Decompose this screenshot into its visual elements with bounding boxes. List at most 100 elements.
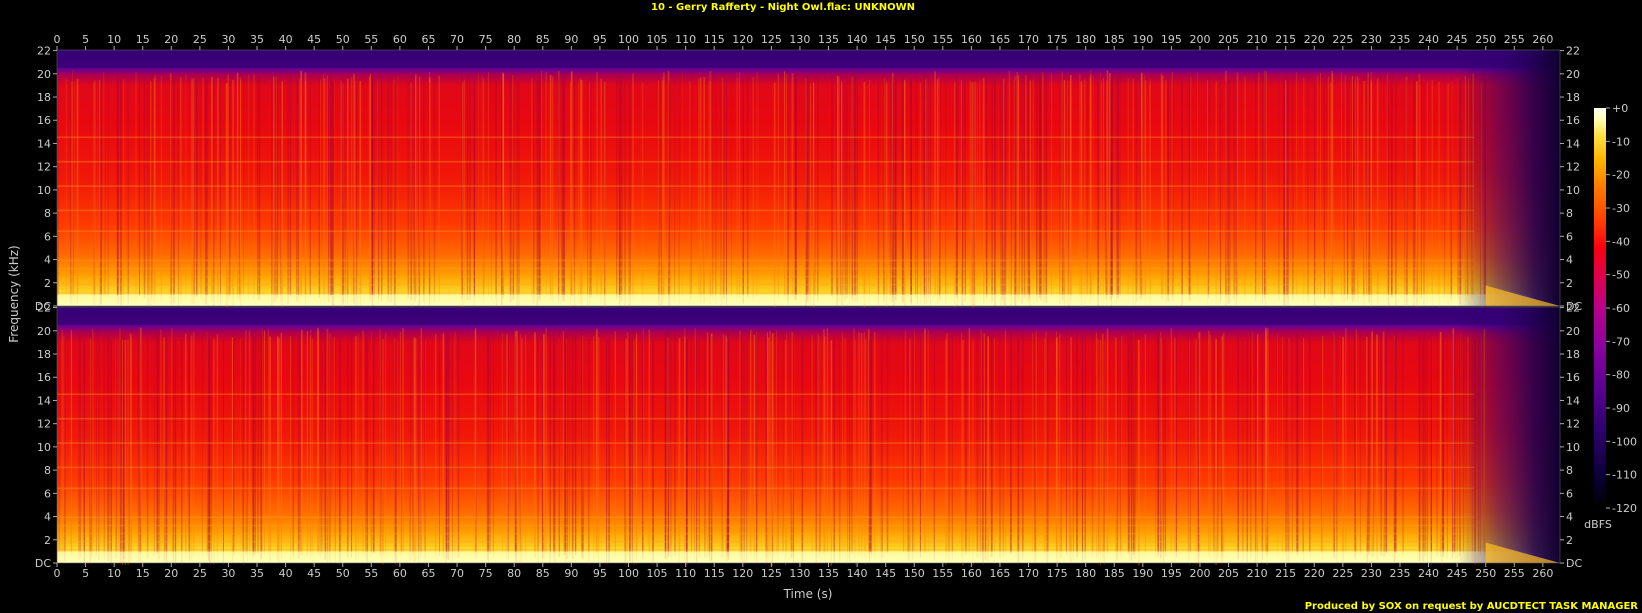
spectral-streak bbox=[1424, 330, 1426, 557]
y-tick-label: 12 bbox=[37, 418, 51, 431]
spectral-streak bbox=[841, 82, 843, 308]
spectral-streak bbox=[310, 336, 311, 562]
spectral-streak bbox=[1363, 80, 1365, 307]
x-tick-label: 75 bbox=[479, 567, 493, 580]
y-tick-label: 16 bbox=[37, 114, 51, 127]
spectral-streak bbox=[982, 77, 985, 304]
y-tick-label: 20 bbox=[37, 68, 51, 81]
spectral-streak bbox=[1093, 75, 1094, 302]
spectral-streak bbox=[854, 70, 856, 296]
spectral-streak bbox=[1221, 335, 1224, 561]
spectral-streak bbox=[57, 80, 59, 306]
spectral-streak bbox=[211, 77, 213, 303]
x-tick-label: 105 bbox=[647, 33, 668, 46]
spectral-streak bbox=[220, 79, 221, 305]
spectral-streak bbox=[1002, 78, 1005, 305]
spectral-streak bbox=[533, 77, 535, 304]
x-tick-label: 260 bbox=[1532, 567, 1553, 580]
spectral-streak bbox=[394, 338, 396, 564]
channel-frame bbox=[56, 306, 1561, 564]
spectral-streak bbox=[300, 70, 302, 297]
spectral-streak bbox=[723, 73, 725, 299]
spectral-streak bbox=[1352, 77, 1354, 303]
spectral-streak bbox=[483, 78, 485, 304]
spectral-streak bbox=[1189, 340, 1190, 566]
spectral-streak bbox=[620, 75, 622, 302]
spectral-streak bbox=[1257, 334, 1259, 560]
spectral-streak bbox=[1234, 78, 1236, 305]
y-tick-label: 10 bbox=[37, 441, 51, 454]
spectral-streak bbox=[793, 335, 794, 561]
spectral-streak bbox=[1265, 330, 1267, 556]
spectral-streak bbox=[170, 79, 173, 305]
spectral-streak bbox=[1450, 73, 1453, 300]
spectral-streak bbox=[1084, 79, 1086, 305]
spectral-streak bbox=[643, 329, 644, 555]
spectral-streak bbox=[297, 333, 300, 559]
x-tick-label: 195 bbox=[1161, 567, 1182, 580]
spectral-streak bbox=[210, 340, 212, 566]
spectral-streak bbox=[127, 339, 129, 566]
y-tick-label: 10 bbox=[1566, 184, 1580, 197]
spectral-streak bbox=[934, 71, 936, 297]
spectral-streak bbox=[258, 74, 261, 301]
spectral-streak bbox=[1069, 80, 1071, 307]
x-tick-label: 25 bbox=[193, 567, 207, 580]
x-tick-label: 150 bbox=[904, 567, 925, 580]
x-tick-label: 145 bbox=[875, 33, 896, 46]
spectral-streak bbox=[463, 80, 466, 306]
spectral-streak bbox=[895, 74, 897, 300]
spectral-streak bbox=[1412, 82, 1415, 308]
spectral-streak bbox=[516, 81, 518, 307]
spectral-streak bbox=[1376, 334, 1378, 560]
spectral-streak bbox=[571, 333, 574, 560]
x-tick-label: 65 bbox=[421, 567, 435, 580]
spectral-streak bbox=[815, 338, 817, 564]
spectral-streak bbox=[1035, 330, 1037, 556]
spectral-streak bbox=[1441, 340, 1443, 566]
spectral-streak bbox=[1285, 80, 1287, 306]
x-tick-label: 235 bbox=[1389, 33, 1410, 46]
spectral-streak bbox=[1021, 78, 1023, 304]
spectral-streak bbox=[1296, 330, 1298, 557]
spectral-streak bbox=[1127, 328, 1130, 554]
x-tick-label: 210 bbox=[1247, 33, 1268, 46]
x-tick-label: 130 bbox=[789, 33, 810, 46]
spectral-streak bbox=[58, 334, 59, 561]
spectral-streak bbox=[1034, 338, 1036, 564]
spectral-streak bbox=[1266, 71, 1267, 297]
spectral-streak bbox=[139, 327, 142, 553]
spectral-streak bbox=[1018, 336, 1020, 562]
spectral-streak bbox=[1357, 76, 1359, 302]
spectral-streak bbox=[1090, 78, 1092, 304]
spectral-streak bbox=[606, 339, 608, 566]
spectral-streak bbox=[1414, 72, 1416, 299]
spectral-streak bbox=[1140, 74, 1142, 300]
spectral-streak bbox=[280, 332, 282, 559]
spectral-streak bbox=[910, 77, 912, 303]
spectral-streak bbox=[228, 71, 231, 297]
x-tick-label: 70 bbox=[450, 33, 464, 46]
spectral-streak bbox=[700, 77, 702, 303]
spectral-streak bbox=[1342, 336, 1344, 563]
spectral-streak bbox=[641, 82, 644, 308]
spectral-streak bbox=[1004, 330, 1007, 556]
spectral-streak bbox=[1431, 80, 1434, 306]
spectral-streak bbox=[1190, 327, 1191, 554]
spectral-streak bbox=[442, 333, 445, 559]
spectral-streak bbox=[486, 334, 489, 560]
low-frequency-band bbox=[57, 294, 1532, 306]
spectral-streak bbox=[664, 332, 667, 558]
spectral-streak bbox=[1036, 72, 1037, 298]
spectral-streak bbox=[1283, 82, 1285, 308]
spectral-streak bbox=[311, 338, 313, 564]
spectral-streak bbox=[1167, 76, 1169, 303]
x-tick-label: 245 bbox=[1447, 567, 1468, 580]
y-tick-label: 2 bbox=[44, 534, 51, 547]
spectral-streak bbox=[380, 338, 382, 565]
spectral-streak bbox=[1115, 337, 1117, 563]
colorbar-tick-label: -20 bbox=[1612, 169, 1630, 182]
spectral-streak bbox=[690, 72, 692, 299]
spectral-streak bbox=[1442, 331, 1445, 557]
spectral-streak bbox=[853, 328, 855, 554]
